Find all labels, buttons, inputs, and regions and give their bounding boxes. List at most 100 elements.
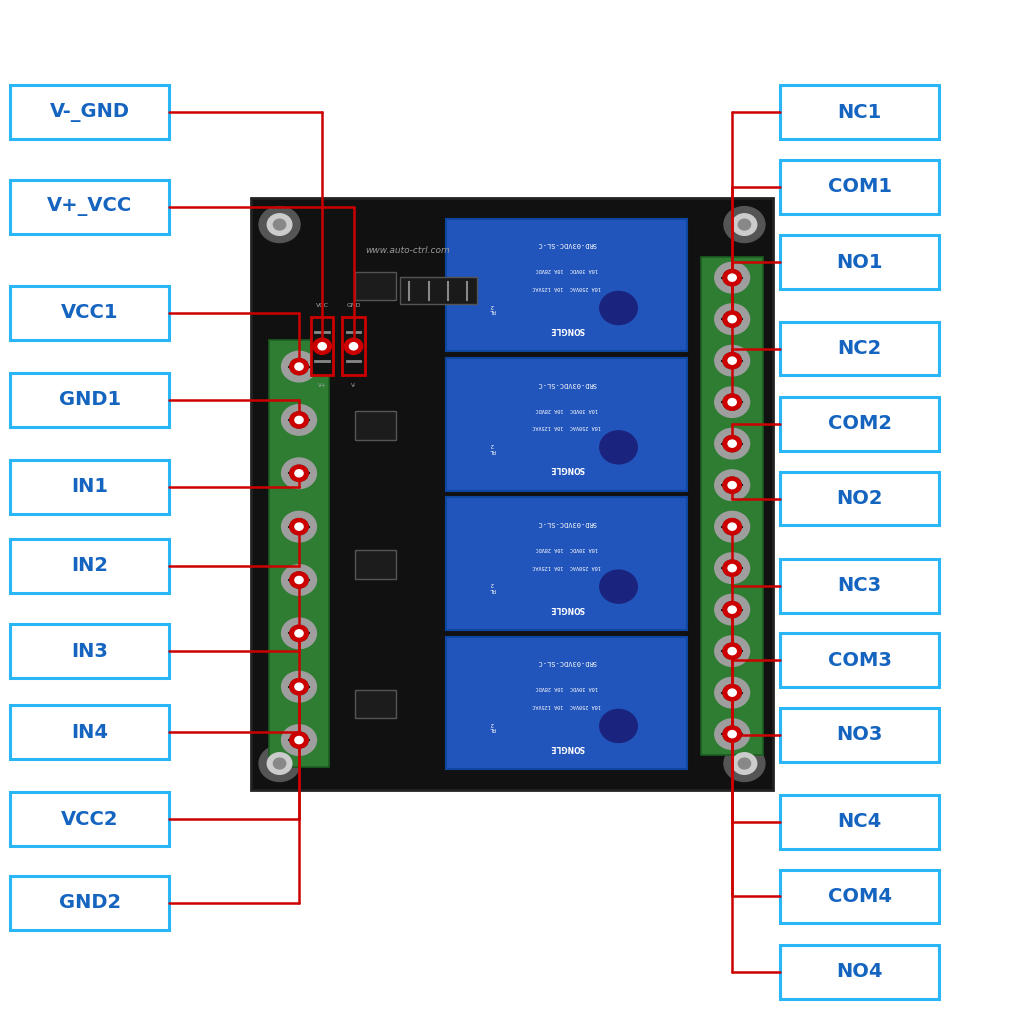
Circle shape (723, 726, 741, 742)
Text: IN4: IN4 (71, 723, 109, 741)
FancyBboxPatch shape (780, 708, 939, 762)
Text: RL
2: RL 2 (488, 303, 495, 313)
Circle shape (715, 511, 750, 542)
Circle shape (259, 745, 300, 781)
Circle shape (715, 636, 750, 667)
FancyBboxPatch shape (780, 236, 939, 289)
Circle shape (600, 570, 637, 603)
Circle shape (282, 404, 316, 435)
FancyBboxPatch shape (446, 358, 687, 490)
Text: GND1: GND1 (58, 390, 121, 410)
Text: SONGLE: SONGLE (550, 465, 585, 473)
FancyBboxPatch shape (780, 322, 939, 376)
Text: V-_GND: V-_GND (49, 102, 130, 122)
Circle shape (715, 677, 750, 708)
Text: V+: V+ (317, 383, 327, 388)
Circle shape (724, 745, 765, 781)
FancyBboxPatch shape (10, 85, 169, 139)
Circle shape (267, 753, 292, 774)
Text: 10A 30VDC  10A 28VDC: 10A 30VDC 10A 28VDC (536, 407, 598, 412)
Text: COM2: COM2 (827, 415, 892, 433)
Circle shape (723, 643, 741, 659)
FancyBboxPatch shape (355, 689, 396, 718)
Circle shape (290, 358, 308, 375)
Circle shape (295, 683, 303, 690)
Circle shape (723, 518, 741, 535)
Circle shape (290, 412, 308, 428)
Text: NC1: NC1 (838, 102, 882, 122)
Circle shape (295, 470, 303, 477)
Circle shape (723, 477, 741, 494)
FancyBboxPatch shape (446, 637, 687, 769)
Circle shape (723, 560, 741, 577)
Circle shape (290, 518, 308, 535)
Text: GND: GND (346, 303, 360, 308)
Text: SONGLE: SONGLE (550, 326, 585, 334)
Circle shape (715, 553, 750, 584)
FancyBboxPatch shape (355, 550, 396, 579)
Text: www.auto-ctrl.com: www.auto-ctrl.com (366, 247, 450, 255)
Circle shape (273, 219, 286, 230)
Circle shape (728, 523, 736, 530)
FancyBboxPatch shape (311, 317, 334, 376)
Circle shape (290, 679, 308, 695)
FancyBboxPatch shape (780, 795, 939, 849)
Circle shape (344, 338, 362, 354)
Circle shape (290, 572, 308, 588)
Text: COM3: COM3 (827, 650, 892, 670)
Circle shape (732, 753, 757, 774)
Text: V-: V- (351, 383, 356, 388)
Text: SRD-03VDC-SL-C: SRD-03VDC-SL-C (537, 659, 597, 666)
Circle shape (290, 626, 308, 641)
Text: 10A 30VDC  10A 28VDC: 10A 30VDC 10A 28VDC (536, 685, 598, 690)
Circle shape (723, 601, 741, 617)
Circle shape (723, 311, 741, 328)
Circle shape (723, 477, 741, 494)
Circle shape (290, 679, 308, 695)
Text: NC2: NC2 (838, 339, 882, 358)
Circle shape (295, 577, 303, 584)
Circle shape (723, 269, 741, 286)
Text: NO2: NO2 (837, 489, 883, 508)
Text: SRD-03VDC-SL-C: SRD-03VDC-SL-C (537, 520, 597, 526)
Text: 10A 250VAC  10A 125VAC: 10A 250VAC 10A 125VAC (532, 424, 601, 429)
Circle shape (723, 352, 741, 369)
Circle shape (600, 710, 637, 742)
Circle shape (723, 685, 741, 700)
Text: COM1: COM1 (827, 177, 892, 197)
FancyBboxPatch shape (701, 257, 763, 755)
Circle shape (282, 351, 316, 382)
Circle shape (282, 725, 316, 756)
Circle shape (723, 643, 741, 659)
Circle shape (715, 262, 750, 293)
Circle shape (715, 719, 750, 750)
FancyBboxPatch shape (399, 278, 476, 304)
Circle shape (723, 435, 741, 452)
Circle shape (715, 345, 750, 376)
Text: 10A 30VDC  10A 28VDC: 10A 30VDC 10A 28VDC (536, 267, 598, 272)
Circle shape (723, 601, 741, 617)
Circle shape (290, 518, 308, 535)
Circle shape (282, 564, 316, 595)
Text: SONGLE: SONGLE (550, 604, 585, 612)
Circle shape (723, 311, 741, 328)
Circle shape (723, 726, 741, 742)
Circle shape (715, 594, 750, 625)
Circle shape (723, 352, 741, 369)
FancyBboxPatch shape (355, 271, 396, 300)
Circle shape (728, 440, 736, 447)
Circle shape (728, 606, 736, 613)
Circle shape (728, 398, 736, 406)
Text: VCC2: VCC2 (60, 810, 119, 828)
Circle shape (267, 214, 292, 236)
Circle shape (738, 219, 751, 230)
Text: COM4: COM4 (827, 887, 892, 906)
FancyBboxPatch shape (780, 633, 939, 687)
Circle shape (295, 523, 303, 530)
FancyBboxPatch shape (269, 340, 329, 767)
Circle shape (290, 412, 308, 428)
Text: RL
2: RL 2 (488, 442, 495, 453)
Circle shape (282, 672, 316, 702)
FancyBboxPatch shape (10, 625, 169, 678)
FancyBboxPatch shape (251, 198, 773, 791)
